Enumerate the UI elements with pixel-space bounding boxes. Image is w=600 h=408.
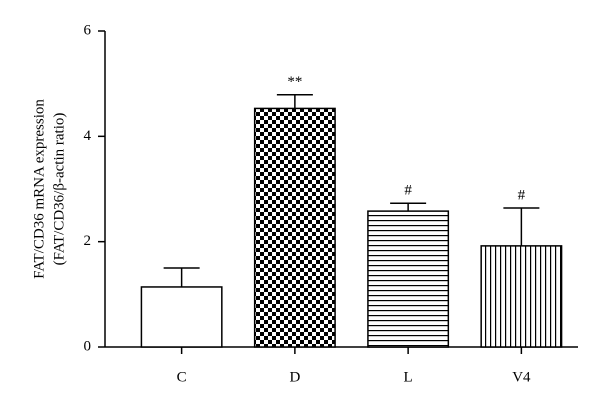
x-tick-label: D: [289, 369, 300, 385]
y-tick-label: 4: [84, 128, 92, 144]
bar: [480, 245, 563, 348]
x-tick-label: L: [404, 369, 413, 385]
y-axis-label: FAT/CD36 mRNA expression: [31, 99, 47, 279]
annotation: **: [287, 74, 302, 90]
x-tick-label: V4: [512, 369, 531, 385]
bar: [253, 107, 336, 348]
annotation: #: [404, 183, 412, 199]
bar: [140, 286, 223, 348]
y-tick-label: 6: [84, 22, 92, 38]
y-tick-label: 2: [84, 233, 92, 249]
bar: [367, 210, 450, 348]
y-axis-label: (FAT/CD36/β-actin ratio): [51, 113, 67, 266]
annotation: #: [518, 187, 526, 203]
y-tick-label: 0: [84, 338, 92, 354]
x-tick-label: C: [177, 369, 187, 385]
